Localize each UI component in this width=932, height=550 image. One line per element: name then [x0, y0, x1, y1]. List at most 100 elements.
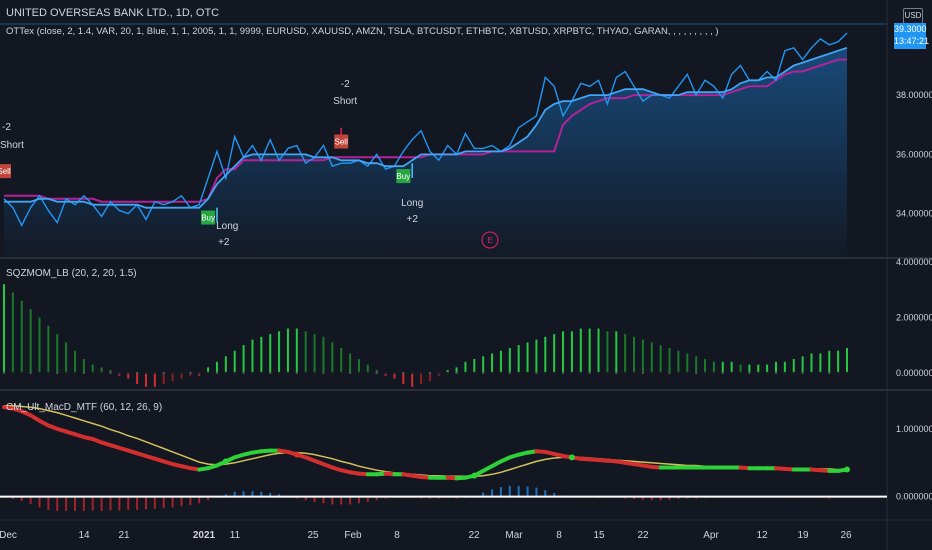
squeeze-dot — [552, 371, 556, 375]
squeeze-dot — [366, 371, 370, 375]
squeeze-dot — [348, 371, 352, 375]
indicator-sqzmom-label[interactable]: SQZMOM_LB (20, 2, 20, 1.5) — [6, 268, 137, 279]
macd-cross-marker — [568, 454, 575, 461]
x-tick-label: 14 — [78, 530, 90, 541]
x-tick-label: Mar — [505, 530, 523, 541]
squeeze-dot — [357, 371, 361, 375]
squeeze-dot — [269, 371, 272, 375]
signal-sell-1-bottom: Short — [0, 140, 24, 151]
squeeze-dot — [490, 371, 494, 375]
squeeze-dot — [162, 371, 165, 375]
squeeze-dot — [384, 371, 387, 375]
squeeze-dot — [286, 371, 290, 375]
squeeze-dot — [127, 371, 130, 375]
squeeze-dot — [340, 371, 343, 375]
squeeze-dot — [668, 371, 671, 375]
squeeze-dot — [774, 371, 778, 375]
currency-button[interactable]: USD — [903, 8, 923, 24]
signal-sell-2-top: -2 — [341, 79, 350, 90]
squeeze-dot — [845, 371, 849, 375]
squeeze-dot — [109, 371, 112, 375]
squeeze-dot — [233, 371, 236, 375]
squeeze-dot — [739, 371, 742, 375]
sell-marker-text: Sell — [335, 138, 349, 147]
price-area-fill — [4, 47, 847, 258]
squeeze-dot — [38, 371, 41, 375]
signal-sell-2-bottom: Short — [333, 96, 357, 107]
x-tick-label: 25 — [307, 530, 319, 541]
squeeze-dot — [481, 371, 485, 375]
squeeze-dot — [632, 371, 636, 375]
macd-cross-marker — [293, 451, 300, 458]
squeeze-dot — [810, 371, 813, 375]
squeeze-dot — [686, 371, 689, 375]
squeeze-dot — [242, 371, 245, 375]
squeeze-dot — [82, 371, 86, 375]
squeeze-dot — [650, 371, 653, 375]
x-tick-label: 15 — [593, 530, 605, 541]
squeeze-dot — [331, 371, 334, 375]
symbol-title[interactable]: UNITED OVERSEAS BANK LTD., 1D, OTC — [6, 7, 220, 19]
signal-sell-1-top: -2 — [2, 122, 11, 133]
squeeze-dot — [464, 371, 467, 375]
x-tick-label: Feb — [344, 530, 362, 541]
squeeze-dot — [419, 371, 423, 375]
squeeze-dot — [615, 371, 618, 375]
y-tick-sqzmom: 2.000000 — [896, 312, 932, 322]
squeeze-dot — [765, 371, 769, 375]
buy-marker-text: Buy — [396, 172, 410, 181]
macd-cross-marker — [471, 472, 478, 479]
squeeze-dot — [588, 371, 591, 375]
last-price-tag: 39.3000 13:47:21 — [894, 23, 929, 49]
squeeze-dot — [570, 371, 574, 375]
squeeze-dot — [64, 371, 68, 375]
squeeze-dot — [677, 371, 680, 375]
squeeze-dot — [313, 371, 316, 375]
x-tick-label: Dec — [0, 530, 17, 541]
squeeze-dot — [606, 371, 609, 375]
squeeze-dot — [171, 371, 174, 375]
signal-buy-2: Buy — [396, 169, 411, 184]
signal-buy-2-top: Long — [401, 198, 423, 209]
squeeze-dot — [198, 371, 201, 375]
squeeze-dot — [56, 371, 59, 375]
signal-sell-1: Sell — [0, 164, 11, 179]
y-tick-price: 34.000000 — [896, 209, 932, 219]
squeeze-dot — [694, 371, 698, 375]
y-tick-macd: 0.000000 — [896, 492, 932, 502]
squeeze-dot — [20, 371, 23, 375]
earnings-marker-label: E — [487, 236, 492, 245]
squeeze-dot — [659, 371, 662, 375]
signal-buy-1-top: Long — [216, 221, 238, 232]
squeeze-dot — [819, 371, 822, 375]
sell-marker-box — [0, 164, 11, 179]
squeeze-dot — [135, 371, 139, 375]
squeeze-dot — [579, 371, 582, 375]
x-tick-label: 19 — [797, 530, 809, 541]
y-tick-sqzmom: 0.000000 — [896, 368, 932, 378]
indicator-macd-label[interactable]: CM_Ult_MacD_MTF (60, 12, 26, 9) — [6, 402, 163, 413]
squeeze-dot — [473, 371, 476, 375]
squeeze-dot — [641, 371, 645, 375]
signal-sell-2: Sell — [334, 134, 349, 149]
squeeze-dot — [393, 371, 396, 375]
x-tick-label: 8 — [556, 530, 562, 541]
y-tick-sqzmom: 4.000000 — [896, 257, 932, 267]
squeeze-dot — [153, 371, 157, 375]
squeeze-dot — [402, 371, 405, 375]
x-tick-label: Apr — [703, 530, 719, 541]
squeeze-dot — [703, 371, 707, 375]
y-tick-price: 38.000000 — [896, 90, 932, 100]
squeeze-dot — [836, 371, 840, 375]
buy-marker-box — [201, 210, 216, 225]
squeeze-dot — [801, 371, 804, 375]
squeeze-dot — [748, 371, 751, 375]
squeeze-dot — [47, 371, 50, 375]
squeeze-dot — [180, 371, 183, 375]
squeeze-dot — [455, 371, 458, 375]
squeeze-dot — [295, 371, 299, 375]
squeeze-dot — [215, 371, 219, 375]
indicator-ottex-label[interactable]: OTTex (close, 2, 1.4, VAR, 20, 1, Blue, … — [6, 26, 719, 37]
squeeze-dot — [428, 371, 432, 375]
